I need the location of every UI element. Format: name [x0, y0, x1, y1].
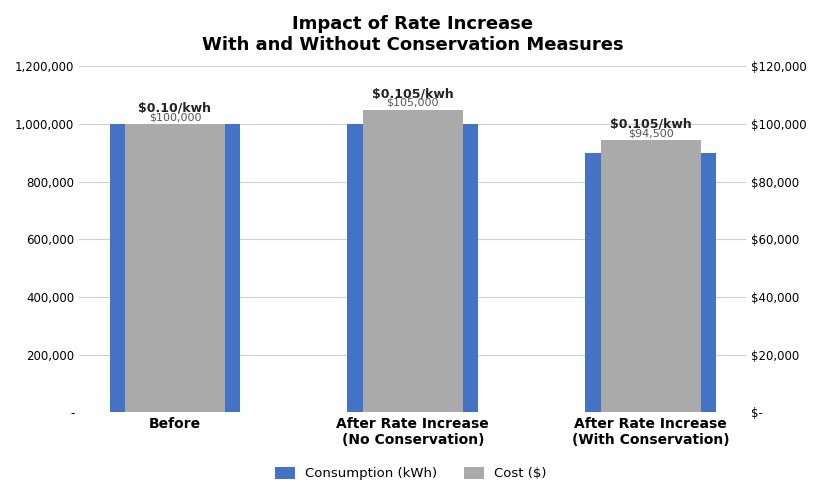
Text: $0.105/kwh: $0.105/kwh — [372, 87, 454, 100]
Text: $0.10/kwh: $0.10/kwh — [138, 102, 211, 115]
Bar — [348, 124, 478, 412]
Text: $105,000: $105,000 — [386, 98, 439, 108]
Bar — [601, 140, 700, 412]
Bar — [125, 124, 225, 412]
Text: $0.105/kwh: $0.105/kwh — [610, 118, 691, 131]
Text: $94,500: $94,500 — [628, 128, 673, 138]
Title: Impact of Rate Increase
With and Without Conservation Measures: Impact of Rate Increase With and Without… — [202, 15, 624, 54]
Text: $100,000: $100,000 — [149, 112, 201, 122]
Legend: Consumption (kWh), Cost ($): Consumption (kWh), Cost ($) — [270, 461, 552, 486]
Bar — [363, 110, 463, 412]
Bar — [109, 124, 240, 412]
Bar — [585, 153, 716, 412]
